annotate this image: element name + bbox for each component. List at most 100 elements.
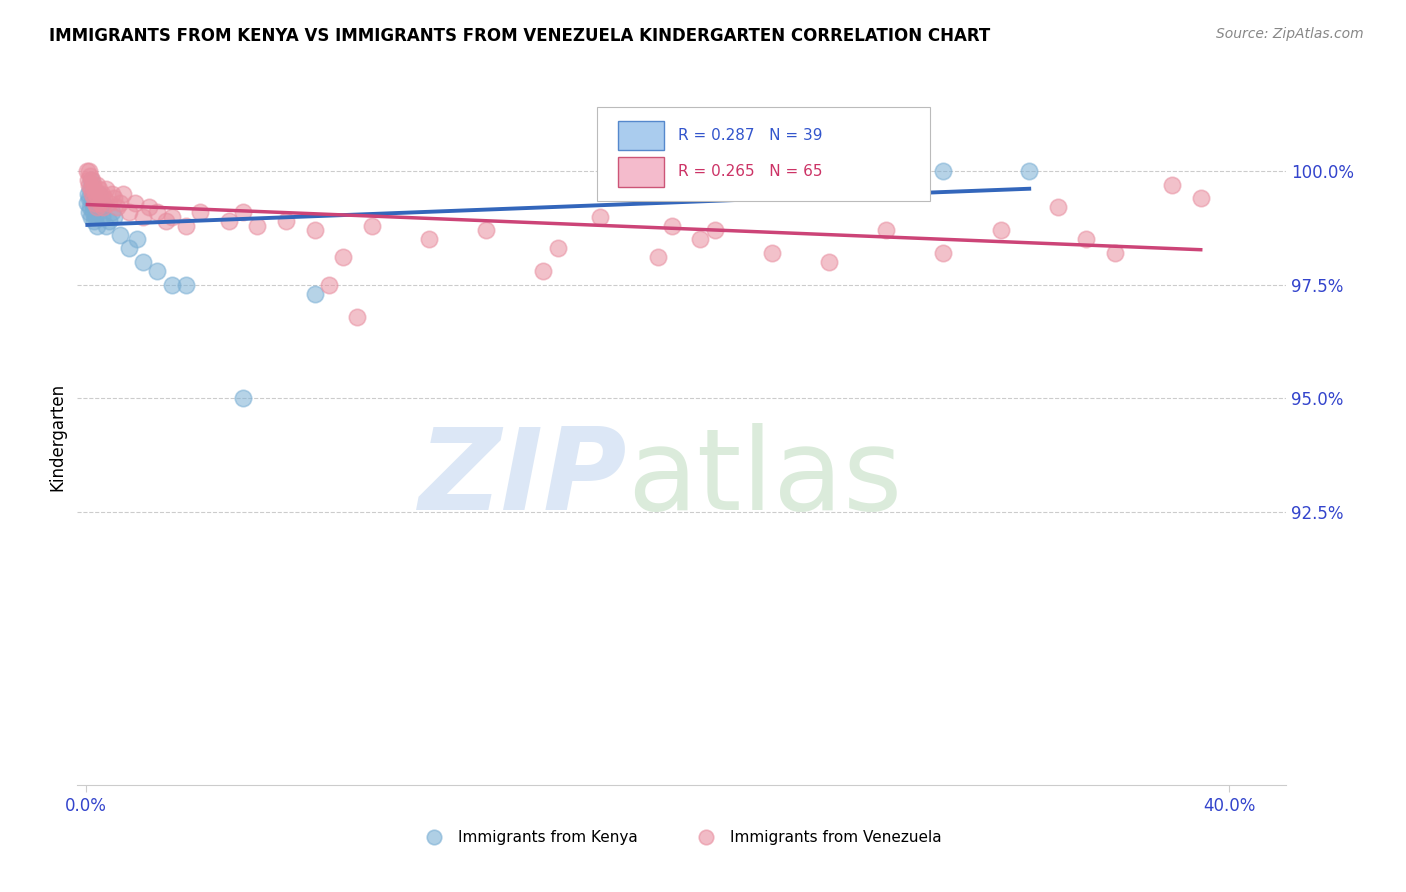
Point: [932, 246, 955, 260]
Point: [94, 219, 117, 233]
Point: [789, 160, 811, 174]
Point: [346, 310, 368, 324]
Point: [108, 195, 131, 210]
Point: [146, 264, 169, 278]
Point: [79, 178, 101, 192]
Point: [80, 191, 103, 205]
Point: [360, 219, 382, 233]
Point: [82, 205, 104, 219]
Point: [274, 214, 297, 228]
Point: [86, 219, 108, 233]
Point: [318, 277, 340, 292]
Point: [79, 201, 101, 215]
Point: [689, 232, 711, 246]
FancyBboxPatch shape: [598, 106, 929, 201]
Point: [103, 191, 125, 205]
Point: [83, 191, 105, 205]
Text: Immigrants from Kenya: Immigrants from Kenya: [458, 830, 638, 845]
Text: R = 0.287   N = 39: R = 0.287 N = 39: [678, 128, 823, 143]
Text: atlas: atlas: [627, 424, 903, 534]
Point: [124, 195, 146, 210]
Point: [118, 205, 141, 219]
Point: [547, 241, 569, 255]
FancyBboxPatch shape: [617, 157, 664, 186]
Point: [647, 251, 669, 265]
Point: [97, 214, 120, 228]
Point: [93, 191, 115, 205]
Point: [661, 219, 683, 233]
Text: R = 0.265   N = 65: R = 0.265 N = 65: [678, 164, 823, 179]
Point: [84, 191, 107, 205]
Text: Immigrants from Venezuela: Immigrants from Venezuela: [730, 830, 942, 845]
FancyBboxPatch shape: [617, 120, 664, 150]
Point: [76, 195, 98, 210]
Point: [1076, 232, 1098, 246]
Point: [304, 223, 326, 237]
Point: [1161, 178, 1184, 192]
Point: [246, 219, 269, 233]
Point: [103, 210, 125, 224]
Point: [79, 182, 101, 196]
Point: [160, 210, 183, 224]
Point: [87, 186, 110, 201]
Point: [77, 173, 100, 187]
Point: [875, 223, 897, 237]
Point: [100, 186, 122, 201]
Point: [118, 241, 141, 255]
Point: [990, 223, 1012, 237]
Point: [77, 205, 100, 219]
Point: [79, 169, 101, 183]
Point: [82, 195, 104, 210]
Point: [83, 214, 105, 228]
Point: [100, 205, 122, 219]
Point: [703, 223, 725, 237]
Point: [1104, 246, 1126, 260]
Point: [80, 182, 103, 196]
Point: [932, 164, 955, 178]
Point: [89, 201, 111, 215]
Point: [83, 201, 105, 215]
Point: [80, 210, 103, 224]
Point: [1018, 164, 1040, 178]
Point: [87, 191, 110, 205]
Point: [332, 251, 354, 265]
Point: [418, 232, 440, 246]
Point: [188, 205, 211, 219]
Point: [89, 195, 111, 210]
Point: [86, 201, 108, 215]
Text: ZIP: ZIP: [419, 424, 627, 534]
Point: [1046, 201, 1069, 215]
Text: Source: ZipAtlas.com: Source: ZipAtlas.com: [1216, 27, 1364, 41]
Point: [818, 255, 841, 269]
Point: [79, 191, 101, 205]
Point: [82, 178, 104, 192]
Point: [84, 186, 107, 201]
Text: IMMIGRANTS FROM KENYA VS IMMIGRANTS FROM VENEZUELA KINDERGARTEN CORRELATION CHAR: IMMIGRANTS FROM KENYA VS IMMIGRANTS FROM…: [49, 27, 990, 45]
Point: [90, 186, 112, 201]
Point: [232, 205, 254, 219]
Point: [80, 173, 103, 187]
Point: [105, 201, 128, 215]
Point: [160, 277, 183, 292]
Point: [761, 246, 783, 260]
Point: [218, 214, 240, 228]
Point: [108, 227, 131, 242]
Point: [77, 164, 100, 178]
Point: [232, 392, 254, 406]
Point: [112, 186, 135, 201]
Point: [155, 214, 177, 228]
Point: [146, 205, 169, 219]
Point: [475, 223, 498, 237]
Point: [647, 186, 669, 201]
Point: [132, 210, 155, 224]
Point: [82, 186, 104, 201]
Point: [86, 195, 108, 210]
Point: [91, 201, 114, 215]
Point: [84, 210, 107, 224]
Point: [1189, 191, 1212, 205]
Point: [87, 182, 110, 196]
Point: [77, 186, 100, 201]
Point: [90, 210, 112, 224]
Point: [174, 219, 197, 233]
Point: [76, 164, 98, 178]
